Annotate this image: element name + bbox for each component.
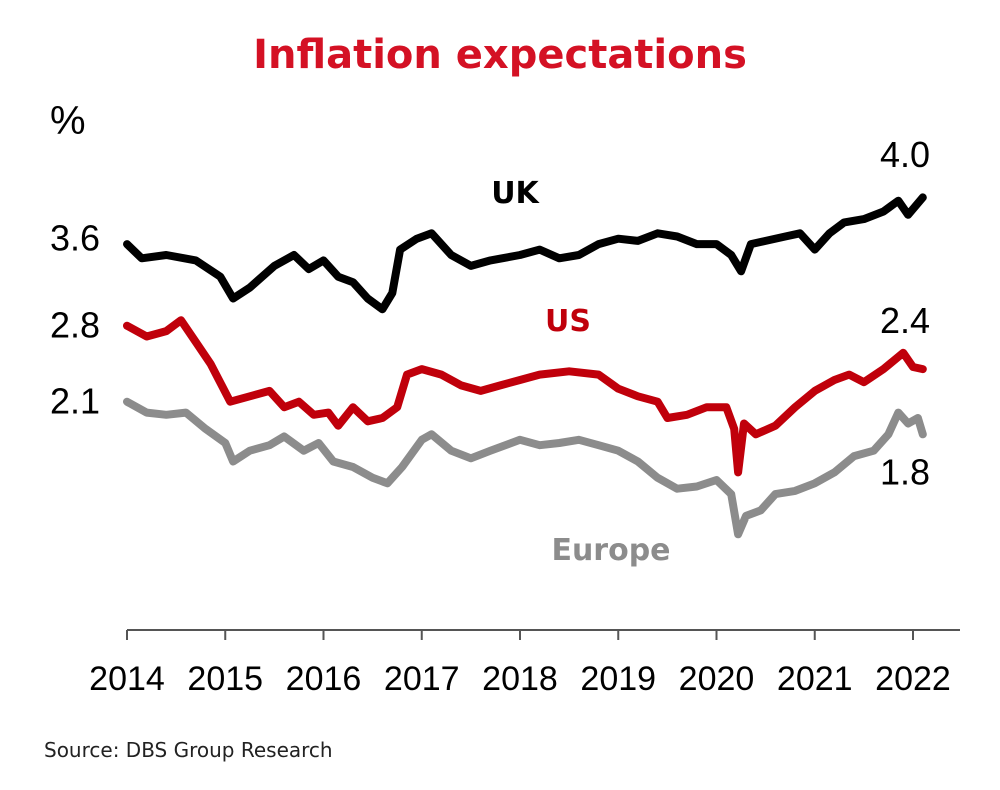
- y-tick-label-3.6: 3.6: [50, 218, 100, 259]
- y-tick-label-2.8: 2.8: [50, 305, 100, 346]
- x-tick-label-2022: 2022: [875, 660, 951, 698]
- chart-title: Inflation expectations: [253, 32, 747, 78]
- x-tick-label-2017: 2017: [384, 660, 460, 698]
- y-tick-label-2.1: 2.1: [50, 381, 100, 422]
- series-line-us: [123, 316, 927, 477]
- x-tick-label-2015: 2015: [187, 660, 263, 698]
- x-tick-label-2018: 2018: [482, 660, 558, 698]
- end-value-label-1.8: 1.8: [880, 451, 930, 492]
- series-name-us: US: [545, 304, 591, 339]
- series-name-uk: UK: [491, 176, 540, 211]
- end-value-label-2.4: 2.4: [880, 300, 930, 341]
- x-tick-label-2014: 2014: [89, 660, 165, 698]
- series-line-europe: [123, 397, 927, 539]
- x-tick-label-2020: 2020: [679, 660, 755, 698]
- source-note: Source: DBS Group Research: [44, 738, 333, 762]
- series-line-uk: [123, 193, 927, 314]
- x-tick-label-2019: 2019: [580, 660, 656, 698]
- y-axis-label: %: [50, 99, 86, 143]
- series-name-europe: Europe: [551, 533, 670, 568]
- end-value-label-4.0: 4.0: [880, 134, 930, 175]
- x-tick-label-2021: 2021: [777, 660, 853, 698]
- x-tick-label-2016: 2016: [286, 660, 362, 698]
